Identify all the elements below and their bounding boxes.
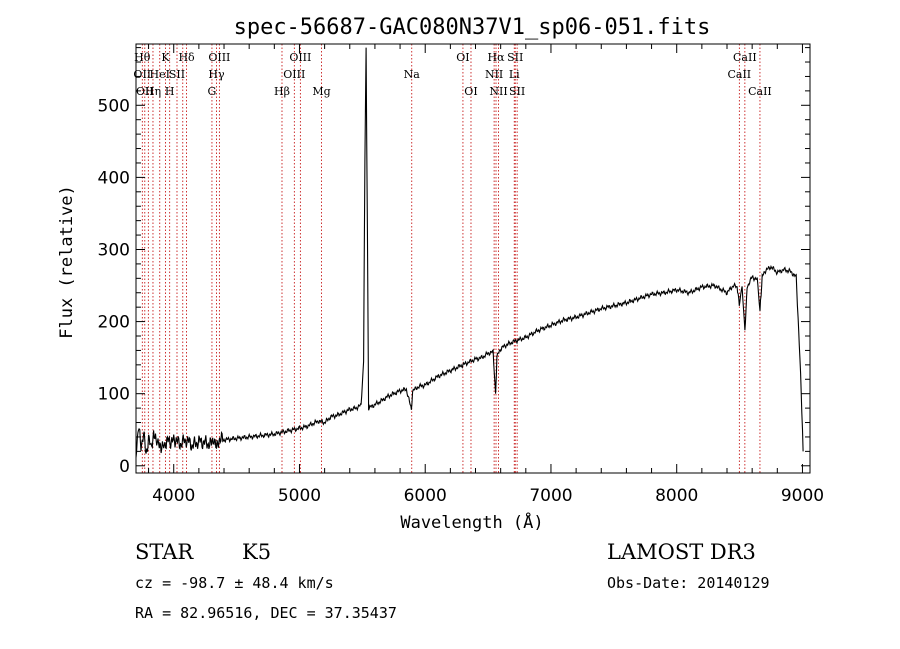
axis-tick-labels: 4000 5000 6000 7000 8000 9000 0 100 200 300 400 500 [98, 96, 825, 506]
object-type: STAR [135, 540, 194, 564]
plot-frame [135, 43, 811, 474]
line-label: Hθ [134, 51, 151, 64]
y-tick-label: 500 [98, 96, 130, 116]
y-tick-label: 300 [98, 240, 130, 260]
line-label: G [208, 85, 217, 98]
line-label: OIII [208, 51, 230, 64]
x-tick-label: 8000 [655, 486, 698, 506]
x-tick-label: 5000 [278, 486, 321, 506]
emission-line-labels: HθOIIOIIHηHeIKHSIIHδGHγOIIIHβOIIIOIIIMgN… [133, 51, 771, 98]
coordinates: RA = 82.96516, DEC = 37.35437 [135, 604, 397, 622]
line-label: SII [507, 51, 523, 64]
line-label: OI [456, 51, 469, 64]
line-label: Hγ [208, 68, 225, 81]
line-label: NII [489, 85, 507, 98]
line-label: H [165, 85, 175, 98]
chart-title: spec-56687-GAC080N37V1_sp06-051.fits [234, 15, 711, 40]
x-tick-label: 6000 [404, 486, 447, 506]
line-label: NII [485, 68, 503, 81]
line-label: OI [464, 85, 477, 98]
survey-name: LAMOST DR3 [607, 540, 756, 564]
y-axis-label: Flux (relative) [57, 185, 77, 339]
y-tick-label: 400 [98, 168, 130, 188]
line-label: K [161, 51, 170, 64]
line-label: Na [404, 68, 421, 81]
line-label: SII [509, 85, 525, 98]
object-subclass: K5 [242, 540, 272, 564]
y-tick-label: 0 [119, 457, 130, 477]
redshift-velocity: cz = -98.7 ± 48.4 km/s [135, 574, 334, 592]
line-label: SII [169, 68, 185, 81]
line-label: OIII [283, 68, 305, 81]
line-label: Hη [145, 85, 161, 98]
line-label: Hα [487, 51, 505, 64]
line-label: HeI [150, 68, 170, 81]
line-label: OIII [289, 51, 311, 64]
line-label: Mg [312, 85, 330, 98]
y-tick-label: 100 [98, 385, 130, 405]
line-label: Hβ [274, 85, 290, 98]
x-axis-label: Wavelength (Å) [400, 511, 543, 533]
x-tick-label: 4000 [152, 486, 195, 506]
y-tick-label: 200 [98, 313, 130, 333]
line-label: CaII [727, 68, 751, 81]
x-tick-label: 9000 [781, 486, 824, 506]
line-label: Hδ [178, 51, 195, 64]
line-label: CaII [748, 85, 772, 98]
flux-series-line [135, 47, 804, 458]
line-label: OII [136, 85, 154, 98]
x-tick-label: 7000 [529, 486, 572, 506]
emission-line-markers [141, 44, 761, 473]
observation-date: Obs-Date: 20140129 [607, 574, 770, 592]
axis-ticks [136, 44, 810, 473]
line-label: OII [133, 68, 151, 81]
line-label: CaII [733, 51, 757, 64]
line-label: Li [509, 68, 520, 81]
